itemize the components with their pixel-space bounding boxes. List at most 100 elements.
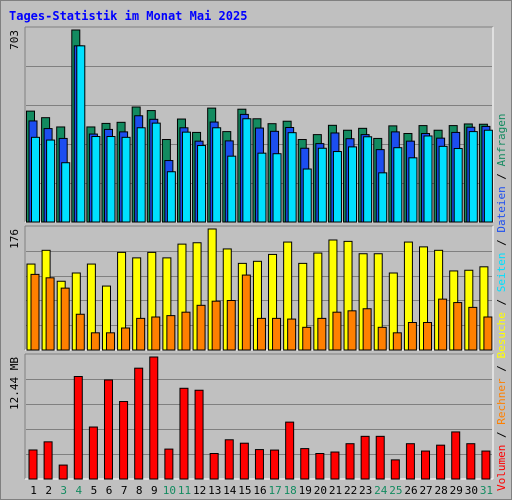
bar-volumen-day-1 xyxy=(28,449,38,480)
bar-seiten-day-25 xyxy=(393,147,403,223)
legend: Volumen / Rechner / Besuche / Seiten / D… xyxy=(495,113,508,491)
legend-separator: / xyxy=(495,425,508,445)
day-label-12: 12 xyxy=(193,484,206,497)
bar-seiten-day-24 xyxy=(378,172,388,223)
legend-item-besuche: Besuche xyxy=(495,312,508,358)
bar-seiten-day-18 xyxy=(287,132,297,223)
bar-seiten-day-23 xyxy=(363,136,373,223)
bar-rechner-day-6 xyxy=(105,332,115,351)
legend-item-seiten: Seiten xyxy=(495,253,508,293)
day-label-2: 2 xyxy=(45,484,52,497)
bar-seiten-day-31 xyxy=(483,129,493,223)
legend-item-anfragen: Anfragen xyxy=(495,113,508,166)
y-max-label: 12.44 MB xyxy=(8,357,21,410)
day-label-1: 1 xyxy=(30,484,37,497)
bar-rechner-day-20 xyxy=(317,317,327,351)
bar-seiten-day-30 xyxy=(468,131,478,223)
day-label-15: 15 xyxy=(238,484,251,497)
bar-rechner-day-12 xyxy=(196,304,206,351)
bar-seiten-day-29 xyxy=(453,148,463,223)
day-label-8: 8 xyxy=(136,484,143,497)
bar-volumen-day-31 xyxy=(481,450,491,480)
bar-rechner-day-3 xyxy=(60,287,70,351)
bar-seiten-day-12 xyxy=(197,145,207,223)
day-label-22: 22 xyxy=(344,484,357,497)
bar-volumen-day-18 xyxy=(285,421,295,480)
bar-seiten-day-1 xyxy=(31,136,40,223)
bar-rechner-day-5 xyxy=(90,332,100,351)
bar-seiten-day-27 xyxy=(423,135,433,223)
day-label-3: 3 xyxy=(60,484,67,497)
legend-separator: / xyxy=(495,292,508,312)
bar-seiten-day-21 xyxy=(332,151,342,223)
bar-volumen-day-28 xyxy=(436,444,446,480)
bar-volumen-day-17 xyxy=(270,449,280,480)
bar-volumen-day-19 xyxy=(300,448,310,480)
bar-rechner-day-9 xyxy=(151,316,161,351)
day-label-5: 5 xyxy=(91,484,98,497)
bar-volumen-day-29 xyxy=(451,431,461,480)
bar-volumen-day-12 xyxy=(194,389,204,480)
bar-volumen-day-21 xyxy=(330,451,340,480)
bar-volumen-day-4 xyxy=(73,376,83,480)
day-label-23: 23 xyxy=(359,484,372,497)
bar-volumen-day-14 xyxy=(224,439,234,480)
legend-item-dateien: Dateien xyxy=(495,186,508,232)
bar-volumen-day-26 xyxy=(405,443,415,480)
bar-seiten-day-4 xyxy=(76,45,86,223)
bar-rechner-day-22 xyxy=(347,310,357,351)
day-label-30: 30 xyxy=(465,484,478,497)
bar-volumen-day-3 xyxy=(58,464,68,480)
bar-seiten-day-20 xyxy=(317,147,327,223)
bar-seiten-day-11 xyxy=(181,131,191,223)
bar-rechner-day-31 xyxy=(483,316,493,351)
y-max-label: 703 xyxy=(8,30,21,50)
day-label-25: 25 xyxy=(389,484,402,497)
legend-separator: / xyxy=(495,359,508,379)
day-label-7: 7 xyxy=(121,484,128,497)
bar-rechner-day-15 xyxy=(241,274,251,351)
day-label-20: 20 xyxy=(314,484,327,497)
bar-volumen-day-9 xyxy=(149,356,159,480)
day-label-6: 6 xyxy=(106,484,113,497)
bar-rechner-day-4 xyxy=(75,313,85,351)
day-label-26: 26 xyxy=(404,484,417,497)
bar-seiten-day-7 xyxy=(121,136,131,223)
bar-volumen-day-23 xyxy=(360,435,370,480)
day-label-4: 4 xyxy=(76,484,83,497)
bar-volumen-day-24 xyxy=(375,435,385,480)
bar-volumen-day-16 xyxy=(254,449,264,480)
bar-seiten-day-26 xyxy=(408,157,418,223)
day-label-10: 10 xyxy=(163,484,176,497)
bar-volumen-day-11 xyxy=(179,387,189,480)
bar-volumen-day-15 xyxy=(239,442,249,480)
bar-volumen-day-7 xyxy=(119,401,129,480)
bar-rechner-day-23 xyxy=(362,308,372,351)
day-label-29: 29 xyxy=(450,484,463,497)
bar-rechner-day-7 xyxy=(121,327,131,351)
bar-seiten-day-14 xyxy=(227,155,237,223)
legend-separator: / xyxy=(495,166,508,186)
bar-rechner-day-10 xyxy=(166,315,176,351)
bar-seiten-day-13 xyxy=(212,127,222,223)
day-label-27: 27 xyxy=(419,484,432,497)
bar-rechner-day-21 xyxy=(332,311,342,351)
bar-volumen-day-25 xyxy=(390,459,400,480)
bar-volumen-day-10 xyxy=(164,448,174,480)
bar-rechner-day-26 xyxy=(407,322,417,351)
bar-rechner-day-13 xyxy=(211,300,221,351)
bar-rechner-day-30 xyxy=(468,306,478,351)
day-label-31: 31 xyxy=(480,484,493,497)
bar-rechner-day-24 xyxy=(377,326,387,351)
bar-volumen-day-22 xyxy=(345,443,355,480)
bar-seiten-day-5 xyxy=(91,136,101,223)
bar-volumen-day-30 xyxy=(466,443,476,480)
bar-seiten-day-6 xyxy=(106,136,116,223)
day-label-17: 17 xyxy=(268,484,281,497)
day-label-19: 19 xyxy=(299,484,312,497)
bar-rechner-day-11 xyxy=(181,311,191,351)
bar-volumen-day-20 xyxy=(315,453,325,480)
day-label-16: 16 xyxy=(253,484,266,497)
legend-separator: / xyxy=(495,233,508,253)
